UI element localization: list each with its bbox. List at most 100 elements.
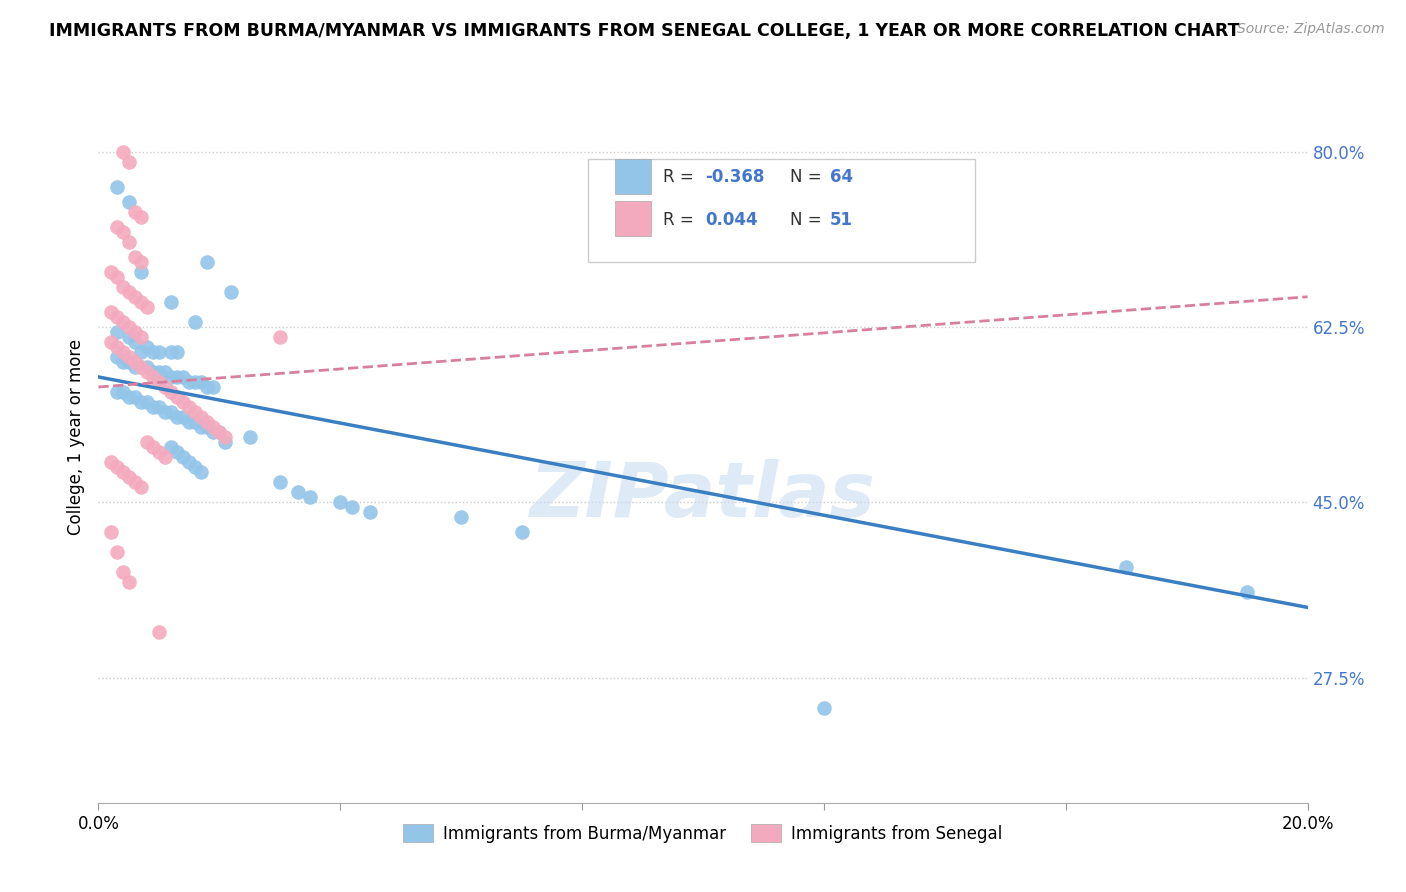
Point <box>118 350 141 364</box>
Point <box>100 525 122 540</box>
Point <box>135 435 157 450</box>
Text: -0.368: -0.368 <box>706 169 765 186</box>
Point <box>166 410 188 425</box>
Point <box>124 325 146 339</box>
Text: IMMIGRANTS FROM BURMA/MYANMAR VS IMMIGRANTS FROM SENEGAL COLLEGE, 1 YEAR OR MORE: IMMIGRANTS FROM BURMA/MYANMAR VS IMMIGRA… <box>49 22 1240 40</box>
Point <box>135 365 157 379</box>
Point <box>111 315 134 329</box>
Point <box>190 410 212 425</box>
Point <box>1115 560 1137 574</box>
Point <box>111 384 134 399</box>
Point <box>111 465 134 479</box>
Point <box>148 365 170 379</box>
Point <box>105 219 128 234</box>
Point <box>450 510 472 524</box>
Point <box>105 179 128 194</box>
Point <box>118 355 141 369</box>
Point <box>100 265 122 279</box>
Point <box>135 340 157 354</box>
Point <box>118 575 141 590</box>
Point <box>129 395 152 409</box>
Point <box>105 340 128 354</box>
Point <box>105 545 128 559</box>
Point <box>111 225 134 239</box>
Point <box>124 250 146 264</box>
Point <box>105 460 128 475</box>
Point <box>124 359 146 374</box>
Point <box>129 210 152 224</box>
Point <box>118 154 141 169</box>
Point <box>195 380 218 394</box>
Point <box>129 330 152 344</box>
Point <box>153 450 176 464</box>
Point <box>166 445 188 459</box>
Point <box>190 465 212 479</box>
Point <box>195 254 218 268</box>
Point <box>184 315 207 329</box>
Point <box>129 359 152 374</box>
Point <box>129 345 152 359</box>
Y-axis label: College, 1 year or more: College, 1 year or more <box>66 339 84 535</box>
Point <box>179 415 201 429</box>
Point <box>111 566 134 580</box>
Point <box>160 405 183 419</box>
Point <box>142 345 165 359</box>
Point <box>202 420 225 434</box>
Point <box>148 445 170 459</box>
Text: Source: ZipAtlas.com: Source: ZipAtlas.com <box>1237 22 1385 37</box>
Point <box>160 370 183 384</box>
Point <box>208 425 231 439</box>
Point <box>190 375 212 389</box>
Point <box>172 410 194 425</box>
Point <box>135 359 157 374</box>
Point <box>105 269 128 284</box>
Point <box>179 400 201 414</box>
Point <box>124 475 146 490</box>
Point <box>124 290 146 304</box>
Point <box>111 145 134 159</box>
Text: 51: 51 <box>830 211 853 229</box>
Point <box>135 395 157 409</box>
Point <box>105 325 128 339</box>
Point <box>111 345 134 359</box>
Point <box>160 384 183 399</box>
Point <box>214 430 236 444</box>
Point <box>142 365 165 379</box>
Point <box>269 475 291 490</box>
Point <box>148 375 170 389</box>
Point <box>129 480 152 494</box>
Point <box>153 405 176 419</box>
Point <box>135 300 157 314</box>
Point <box>129 265 152 279</box>
Legend: Immigrants from Burma/Myanmar, Immigrants from Senegal: Immigrants from Burma/Myanmar, Immigrant… <box>396 818 1010 849</box>
Point <box>287 485 309 500</box>
FancyBboxPatch shape <box>614 159 651 194</box>
Point <box>148 625 170 640</box>
Point <box>166 345 188 359</box>
Point <box>172 395 194 409</box>
Point <box>172 450 194 464</box>
Point <box>184 405 207 419</box>
Point <box>153 365 176 379</box>
Text: N =: N = <box>790 211 827 229</box>
Point <box>202 380 225 394</box>
Point <box>202 425 225 439</box>
Point <box>124 204 146 219</box>
Point <box>118 194 141 209</box>
Point <box>118 285 141 299</box>
Point <box>239 430 262 444</box>
Point <box>100 455 122 469</box>
Point <box>179 375 201 389</box>
Point <box>166 390 188 404</box>
Point <box>118 319 141 334</box>
Point <box>269 330 291 344</box>
Point <box>160 294 183 309</box>
Point <box>129 294 152 309</box>
Point <box>184 375 207 389</box>
Point <box>1236 585 1258 599</box>
Point <box>118 470 141 484</box>
Point <box>208 425 231 439</box>
Point <box>342 500 364 515</box>
Point <box>124 355 146 369</box>
Point <box>129 359 152 374</box>
